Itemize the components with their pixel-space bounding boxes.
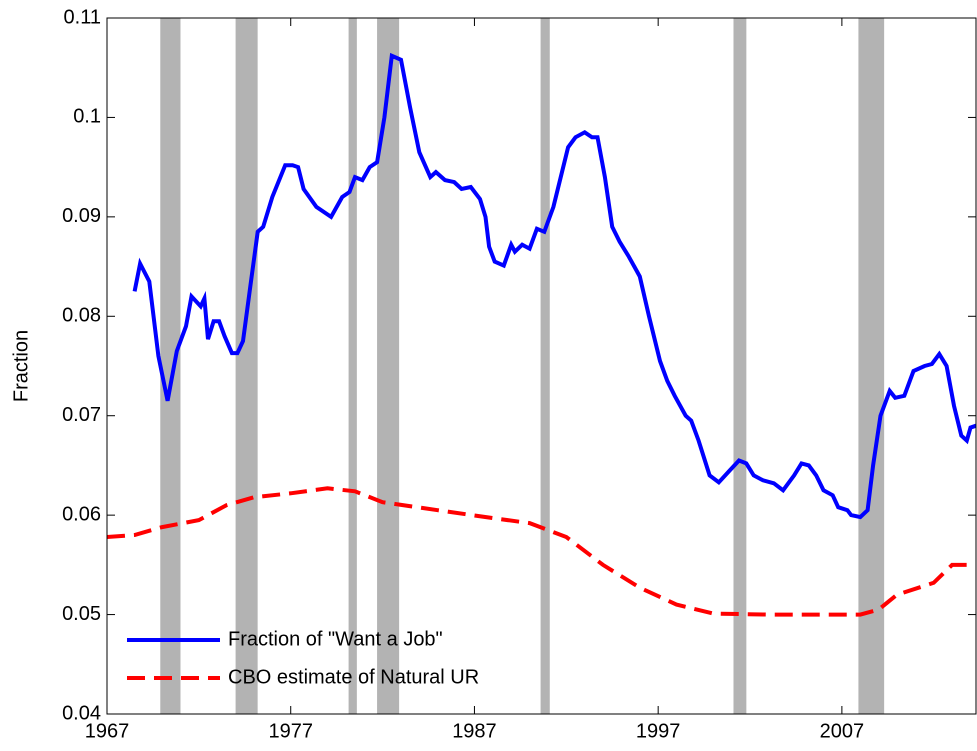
recession-band (377, 18, 400, 714)
y-tick-label: 0.06 (62, 503, 101, 525)
recession-band (235, 18, 258, 714)
recession-band (733, 18, 747, 714)
y-axis-label: Fraction (10, 330, 32, 402)
y-tick-label: 0.08 (62, 305, 101, 327)
x-tick-label: 1967 (85, 720, 130, 742)
data-line (132, 52, 976, 520)
recession-band (348, 18, 357, 714)
y-tick-label: 0.11 (64, 6, 101, 28)
x-tick-label: 1997 (636, 720, 681, 742)
x-tick-label: 1987 (452, 720, 497, 742)
recession-band (160, 18, 181, 714)
y-tick-label: 0.07 (62, 404, 101, 426)
plot-frame (106, 17, 977, 715)
recession-band (858, 18, 885, 714)
x-tick-label: 1977 (268, 720, 313, 742)
y-tick-label: 0.05 (62, 603, 101, 625)
x-tick-label: 2007 (820, 720, 865, 742)
legend-label: Fraction of "Want a Job" (228, 628, 443, 650)
y-tick-label: 0.09 (62, 205, 101, 227)
legend-label: CBO estimate of Natural UR (228, 666, 479, 688)
recession-band (540, 18, 550, 714)
y-tick-label: 0.04 (62, 702, 101, 724)
y-tick-label: 0.1 (73, 106, 101, 128)
